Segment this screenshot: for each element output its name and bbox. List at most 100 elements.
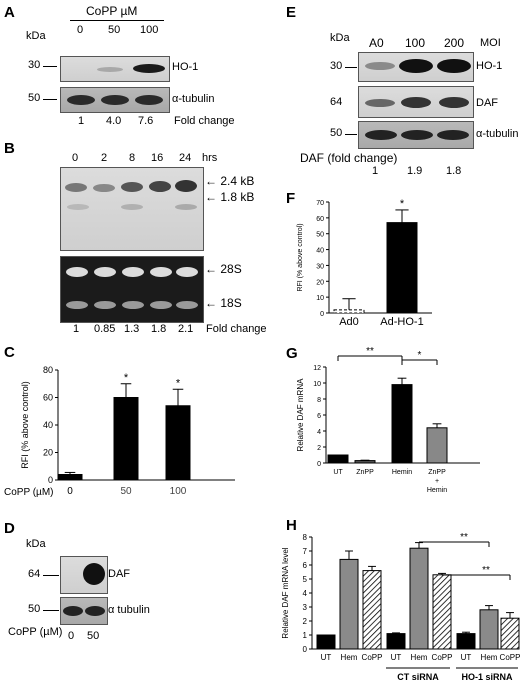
- bar: [354, 460, 376, 464]
- panel-d-marker-tick: [43, 610, 59, 611]
- panel-b-lane-1: 2: [101, 152, 108, 164]
- band: [122, 267, 144, 277]
- panel-a-blot-label-tubulin: α-tubulin: [172, 93, 215, 105]
- panel-b-28s: ← 28S: [205, 262, 242, 276]
- panel-e-lane-0: A0: [369, 36, 384, 50]
- y-tick-label: 40: [316, 248, 324, 255]
- y-axis-label: RFI (% above control): [20, 381, 30, 469]
- x-tick-label: Ad0: [339, 316, 359, 328]
- band: [176, 267, 198, 277]
- y-tick-label: 6: [317, 413, 321, 420]
- y-tick-label: 10: [313, 381, 321, 388]
- panel-c-letter: C: [4, 344, 15, 361]
- bar: [327, 454, 349, 464]
- bar: [409, 547, 429, 650]
- panel-d-daf-blot: [60, 556, 108, 594]
- x-tick-label: UT: [461, 653, 472, 662]
- panel-a-letter: A: [4, 4, 15, 21]
- y-tick-label: 8: [303, 533, 308, 542]
- panel-e-fold-0: 1: [372, 165, 379, 177]
- band: [94, 267, 116, 277]
- panel-b-fold-label: Fold change: [206, 323, 267, 335]
- panel-e-fold-label: DAF (fold change): [300, 151, 398, 165]
- band: [83, 563, 105, 585]
- bar: [391, 384, 413, 464]
- panel-b-rrna-label: 18S: [220, 296, 242, 310]
- y-tick-label: 7: [303, 547, 308, 556]
- y-tick-label: 1: [303, 631, 308, 640]
- panel-b-fold-3: 1.8: [151, 323, 167, 335]
- significance-marker: *: [400, 198, 405, 210]
- band: [401, 97, 431, 108]
- y-tick-label: 2: [317, 445, 321, 452]
- panel-d-blot-label-daf: DAF: [108, 568, 130, 580]
- panel-b-rrna-label: 28S: [220, 262, 242, 276]
- panel-e-tubulin-blot: [358, 121, 474, 149]
- y-tick-label: 3: [303, 603, 308, 612]
- x-tick-label: Ad-HO-1: [380, 316, 423, 328]
- panel-d-lane-0: 0: [68, 630, 75, 642]
- panel-g-chart: 0 2 4 6 8 10 12 Relative DAF mRNA UT ZnPP Hemin ZnP…: [296, 346, 480, 494]
- band: [133, 64, 165, 73]
- panel-b-lane-0: 0: [72, 152, 79, 164]
- bar: [432, 574, 452, 650]
- significance-marker: *: [124, 372, 129, 384]
- panel-b-18s: ← 18S: [205, 296, 242, 310]
- y-tick-label: 20: [43, 448, 53, 458]
- bar: [316, 634, 336, 650]
- panel-d-marker-64: 64: [28, 568, 41, 580]
- band: [175, 180, 197, 192]
- band: [135, 95, 163, 105]
- y-tick-label: 2: [303, 617, 308, 626]
- panel-a-lane-1: 50: [108, 24, 121, 36]
- band: [365, 99, 395, 107]
- x-tick-label: Hemin: [427, 487, 447, 494]
- x-tick-label: CoPP: [362, 653, 383, 662]
- y-axis-label: Relative DAF mRNA level: [281, 547, 290, 638]
- panel-e-lane-2: 200: [444, 36, 465, 50]
- band: [399, 59, 433, 73]
- bar: [456, 633, 476, 650]
- band: [97, 67, 123, 72]
- y-tick-label: 12: [313, 365, 321, 372]
- x-tick-label: ZnPP: [428, 469, 446, 476]
- y-tick-label: 0: [303, 645, 308, 654]
- y-tick-label: 40: [43, 420, 53, 430]
- band: [439, 97, 469, 108]
- panel-e-blot-label-tubulin: α-tubulin: [476, 128, 519, 140]
- panel-b-band-label: 2.4 kB: [220, 174, 255, 188]
- panel-e-marker-30: 30: [330, 60, 343, 72]
- y-tick-label: 30: [316, 263, 324, 270]
- y-tick-label: 60: [316, 216, 324, 223]
- band: [65, 183, 87, 192]
- x-tick-label: 100: [170, 486, 187, 497]
- panel-b-letter: B: [4, 140, 15, 157]
- band: [365, 130, 397, 140]
- panel-d-lane-1: 50: [87, 630, 100, 642]
- panel-e-kda: kDa: [330, 32, 350, 44]
- panel-d-blot-label-tubulin: α tubulin: [108, 604, 150, 616]
- panel-e-fold-1: 1.9: [407, 165, 423, 177]
- group-label: CT siRNA: [397, 672, 439, 682]
- panel-b-lane-3: 16: [151, 152, 164, 164]
- panel-a-ho1-blot: [60, 56, 170, 82]
- x-tick-label: UT: [391, 653, 402, 662]
- bracket-label: **: [366, 346, 374, 357]
- panel-c-chart: 0 20 40 60 80 RFI (% above control) 0 * 50 * 100 Co…: [4, 365, 235, 498]
- panel-b-band-1-8kb: ← 1.8 kB: [205, 190, 255, 204]
- panel-a-marker-tick: [43, 99, 57, 100]
- x-tick-label: +: [435, 478, 439, 485]
- bar: [57, 474, 83, 481]
- band: [93, 184, 115, 192]
- panel-a-tubulin-blot: [60, 87, 170, 113]
- panel-d-letter: D: [4, 520, 15, 537]
- band: [365, 62, 395, 70]
- panel-b-fold-1: 0.85: [94, 323, 116, 335]
- bar: [362, 570, 382, 650]
- band: [101, 95, 129, 105]
- panel-e-marker-64: 64: [330, 96, 343, 108]
- bar: [339, 558, 359, 650]
- y-axis-label: RFI (% above control): [297, 223, 304, 291]
- y-tick-label: 60: [43, 393, 53, 403]
